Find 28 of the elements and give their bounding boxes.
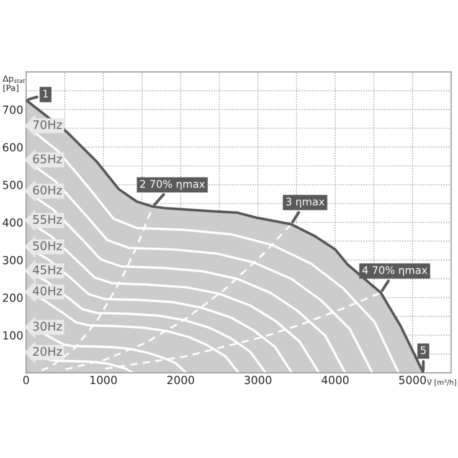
y-tick-label: 700 [3,105,23,114]
series-label: 50Hz [33,241,62,250]
x-tick-label: 1000 [90,376,117,384]
x-tick-label: 3000 [244,376,272,384]
x-tick-label: 0 [23,376,29,384]
series-label: 70Hz [33,120,62,130]
y-tick-label: 300 [2,256,23,264]
series-label: 40Hz [32,286,62,296]
y-tick-label: 600 [2,143,23,152]
annotation: 3 ηmax [286,198,324,208]
series-label: 20Hz [33,346,62,356]
y-tick-label: 200 [2,294,23,302]
x-tick-label: 5000 [399,376,426,384]
series-label: 55Hz [33,215,62,224]
y-tick-label: 500 [2,180,23,190]
annotation: 5 [420,346,426,354]
series-label: 30Hz [33,322,62,331]
x-tick-label: 4000 [322,376,349,384]
x-tick-label: 2000 [167,376,194,384]
y-tick-label: 400 [2,218,23,227]
series-label: 60Hz [33,186,62,195]
annotation: 4 70% ηmax [362,266,428,276]
y-tick-label: 100 [3,331,23,340]
series-label: 45Hz [32,266,62,274]
series-label: 65Hz [33,154,62,164]
annotation: 2 70% ηmax [140,180,205,190]
y-axis-title: Δp$_{stat}$ [Pa] [2,75,26,92]
annotation: 1 [43,90,48,98]
